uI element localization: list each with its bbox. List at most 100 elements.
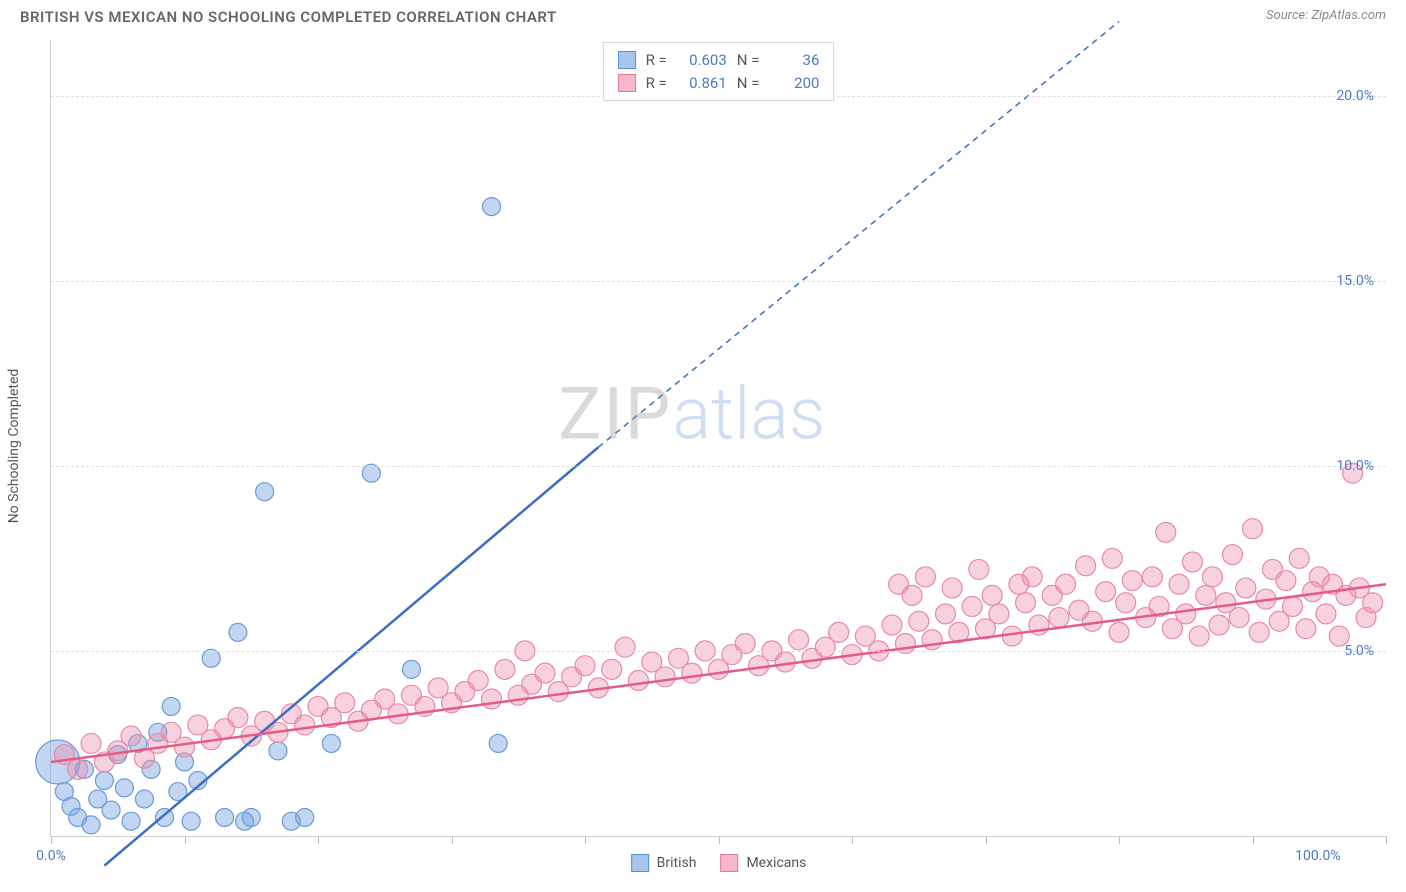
legend-swatch [631,854,649,872]
data-point [1202,567,1222,587]
data-point [628,671,648,691]
data-point [68,759,88,779]
source-label: Source: [1266,8,1308,23]
data-point [81,733,101,753]
data-point [1116,593,1136,613]
x-tick [719,836,720,844]
data-point [1022,567,1042,587]
gridline [51,281,1386,282]
x-tick [452,836,453,844]
data-point [229,623,247,641]
data-point [1122,571,1142,591]
x-min-label: 0.0% [36,848,66,864]
data-point [115,779,133,797]
data-point [296,808,314,826]
data-point [1249,622,1269,642]
data-point [1056,574,1076,594]
x-tick [185,836,186,844]
legend-n-label: N = [737,72,760,95]
data-point [1316,604,1336,624]
data-point [122,812,140,830]
legend-n-label: N = [737,49,760,72]
data-point [202,649,220,667]
data-point [1236,578,1256,598]
x-tick [1386,836,1387,844]
data-point [228,708,248,728]
data-point [495,659,515,679]
data-point [468,671,488,691]
legend-r-value: 0.861 [677,72,727,95]
data-point [909,611,929,631]
data-point [1156,522,1176,542]
data-point [322,734,340,752]
legend-n-value: 36 [769,49,819,72]
legend-series-item: British [631,854,697,872]
legend-n-value: 200 [769,72,819,95]
data-point [102,801,120,819]
data-point [775,652,795,672]
data-point [1182,552,1202,572]
legend-r-label: R = [646,49,667,72]
trend-line [51,584,1386,762]
data-point [829,622,849,642]
data-point [655,667,675,687]
legend-series-label: Mexicans [746,855,806,871]
data-point [1283,596,1303,616]
data-point [242,808,260,826]
legend-r-value: 0.603 [677,49,727,72]
data-point [1222,545,1242,565]
legend-correlation-row: R = 0.603 N = 36 [618,49,820,72]
plot-area: ZIPatlas R = 0.603 N = 36 R = 0.861 N = … [50,40,1386,837]
x-tick [318,836,319,844]
data-point [82,816,100,834]
data-point [915,567,935,587]
legend-r-label: R = [646,72,667,95]
data-point [1096,582,1116,602]
data-point [216,808,234,826]
data-point [942,578,962,598]
data-point [1196,585,1216,605]
data-point [1289,548,1309,568]
data-point [789,630,809,650]
data-point [535,663,555,683]
y-tick-label: 5.0% [1344,643,1374,659]
data-point [989,604,1009,624]
legend-series: British Mexicans [631,854,807,872]
data-point [135,790,153,808]
legend-swatch [618,51,636,69]
y-axis-label: No Schooling Completed [6,369,22,524]
x-tick [852,836,853,844]
data-point [615,637,635,657]
data-point [1176,604,1196,624]
data-point [1049,608,1069,628]
data-point [1209,615,1229,635]
data-point [482,689,502,709]
data-point [1189,626,1209,646]
data-point [1169,574,1189,594]
y-tick-label: 10.0% [1336,458,1374,474]
x-tick [585,836,586,844]
data-point [402,660,420,678]
data-point [902,585,922,605]
legend-swatch [720,854,738,872]
legend-series-item: Mexicans [720,854,806,872]
legend-series-label: British [657,855,697,871]
data-point [1016,593,1036,613]
data-point [1229,608,1249,628]
data-point [602,659,622,679]
y-tick-label: 20.0% [1336,88,1374,104]
y-tick-label: 15.0% [1336,273,1374,289]
data-point [362,464,380,482]
chart-container: ZIPatlas R = 0.603 N = 36 R = 0.861 N = … [50,40,1386,837]
data-point [155,808,173,826]
chart-source: Source: ZipAtlas.com [1266,8,1386,23]
data-point [882,615,902,635]
data-point [575,656,595,676]
gridline [51,466,1386,467]
legend-correlation-row: R = 0.861 N = 200 [618,72,820,95]
x-tick [986,836,987,844]
data-point [969,559,989,579]
chart-title: BRITISH VS MEXICAN NO SCHOOLING COMPLETE… [20,8,557,26]
x-tick [51,836,52,844]
data-point [335,693,355,713]
